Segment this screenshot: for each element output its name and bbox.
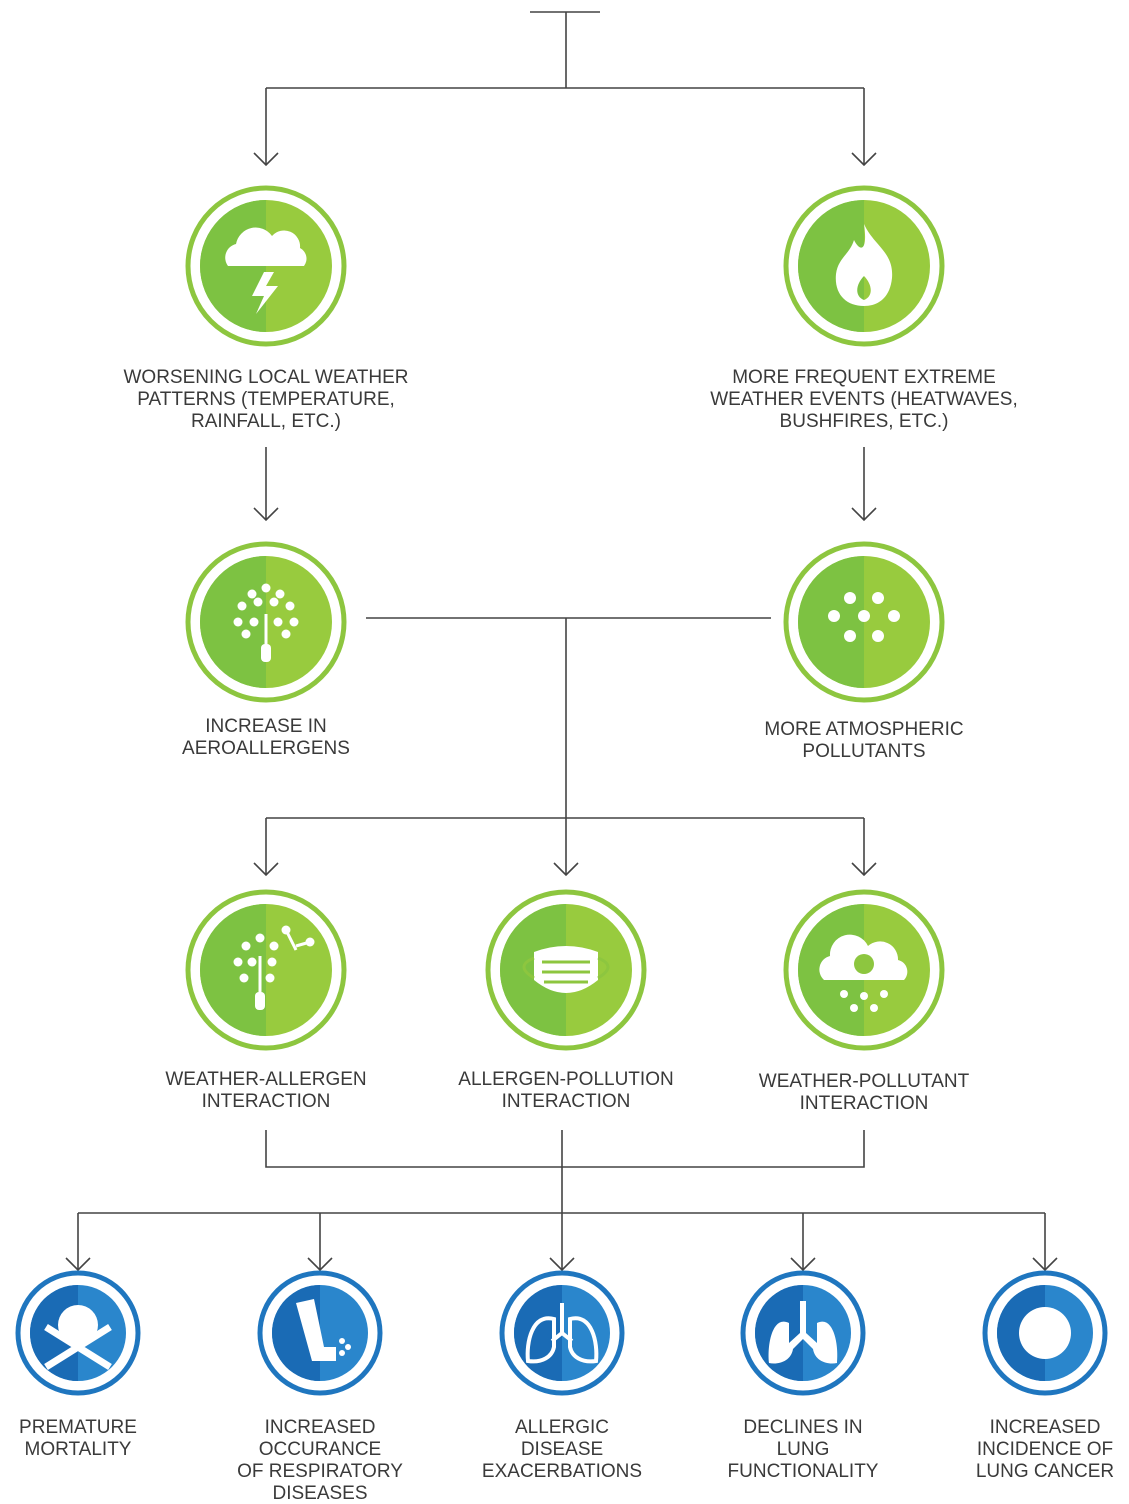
node-label: ALLERGEN-POLLUTION <box>458 1069 673 1090</box>
node-label: MORE ATMOSPHERIC <box>764 719 963 740</box>
node <box>188 188 344 344</box>
stem-base <box>255 992 265 1010</box>
disc-half <box>798 556 864 688</box>
node-label: INCREASED <box>990 1417 1101 1438</box>
node-label: RAINFALL, ETC.) <box>191 411 341 432</box>
icon-part <box>268 958 277 967</box>
icon-part <box>262 584 271 593</box>
icon-part <box>844 592 856 604</box>
node-label: MORTALITY <box>25 1439 132 1460</box>
icon-part <box>339 1338 345 1344</box>
node-label: OCCURANCE <box>259 1439 381 1460</box>
icon-part <box>872 592 884 604</box>
node-label: PATTERNS (TEMPERATURE, <box>137 389 395 410</box>
icon-part <box>274 618 283 627</box>
icon-part <box>290 618 299 627</box>
icon <box>1019 1307 1071 1359</box>
diagram: WORSENING LOCAL WEATHERPATTERNS (TEMPERA… <box>0 0 1129 1504</box>
icon-part <box>254 598 263 607</box>
node-label: INTERACTION <box>202 1091 331 1112</box>
icon-part <box>888 610 900 622</box>
icon-part <box>1036 1340 1046 1350</box>
node-label: FUNCTIONALITY <box>728 1461 879 1482</box>
node-label: INTERACTION <box>502 1091 631 1112</box>
icon-part <box>860 992 868 1000</box>
node-label: WEATHER EVENTS (HEATWAVES, <box>710 389 1018 410</box>
cell <box>1019 1307 1071 1359</box>
icon-part <box>1034 1322 1044 1332</box>
icon-part <box>1050 1332 1060 1342</box>
node-label: BUSHFIRES, ETC.) <box>780 411 949 432</box>
node-label: INCIDENCE OF <box>977 1439 1113 1460</box>
icon-part <box>248 958 257 967</box>
icon-part <box>270 598 279 607</box>
node-label: DECLINES IN <box>743 1417 862 1438</box>
node <box>188 892 344 1048</box>
node-label: INCREASED <box>265 1417 376 1438</box>
node <box>743 1273 863 1393</box>
icon-part <box>276 590 285 599</box>
icon-part <box>872 630 884 642</box>
node-label: LUNG <box>777 1439 830 1460</box>
icon-part <box>242 630 251 639</box>
icon-part <box>270 942 279 951</box>
icon-part <box>240 974 249 983</box>
node-label: AEROALLERGENS <box>182 738 350 759</box>
node <box>260 1273 380 1393</box>
node-label: ALLERGIC <box>515 1417 609 1438</box>
node-label: DISEASE <box>521 1439 603 1460</box>
node-label: DISEASES <box>272 1483 367 1504</box>
icon-part <box>234 958 243 967</box>
icon-part <box>1048 1314 1058 1324</box>
icon-part <box>242 942 251 951</box>
icon-part <box>840 990 848 998</box>
icon-part <box>234 618 243 627</box>
node-label: POLLUTANTS <box>802 741 925 762</box>
skull <box>58 1305 98 1345</box>
icon-part <box>828 610 840 622</box>
icon-part <box>266 974 275 983</box>
node <box>786 544 942 700</box>
icon-part <box>248 590 257 599</box>
hazard <box>854 954 874 974</box>
icon-part <box>80 1320 90 1330</box>
node-label: LUNG CANCER <box>976 1461 1114 1482</box>
node-label: INCREASE IN <box>205 716 326 737</box>
icon-part <box>844 630 856 642</box>
node-label: WEATHER-POLLUTANT <box>759 1071 970 1092</box>
node-label: PREMATURE <box>19 1417 137 1438</box>
mask <box>534 946 598 993</box>
node <box>18 1273 138 1393</box>
icon-part <box>339 1350 345 1356</box>
icon-part <box>870 1004 878 1012</box>
icon-part <box>238 602 247 611</box>
node <box>786 188 942 344</box>
node <box>188 544 344 700</box>
icon-part <box>66 1320 76 1330</box>
node-label: WEATHER-ALLERGEN <box>165 1069 366 1090</box>
icon-part <box>880 990 888 998</box>
icon-part <box>256 934 265 943</box>
node-label: MORE FREQUENT EXTREME <box>732 367 996 388</box>
node-label: OF RESPIRATORY <box>237 1461 403 1482</box>
icon-part <box>286 602 295 611</box>
icon-part <box>250 618 259 627</box>
icon-part <box>858 610 870 622</box>
stem-base <box>261 644 271 662</box>
node-label: INTERACTION <box>800 1093 929 1114</box>
icon-part <box>282 630 291 639</box>
disc-half <box>200 904 266 1036</box>
node-label: EXACERBATIONS <box>482 1461 642 1482</box>
node <box>786 892 942 1048</box>
icon-part <box>850 1004 858 1012</box>
node <box>502 1273 622 1393</box>
node <box>488 892 644 1048</box>
node <box>985 1273 1105 1393</box>
icon-part <box>345 1344 351 1350</box>
node-label: WORSENING LOCAL WEATHER <box>123 367 408 388</box>
